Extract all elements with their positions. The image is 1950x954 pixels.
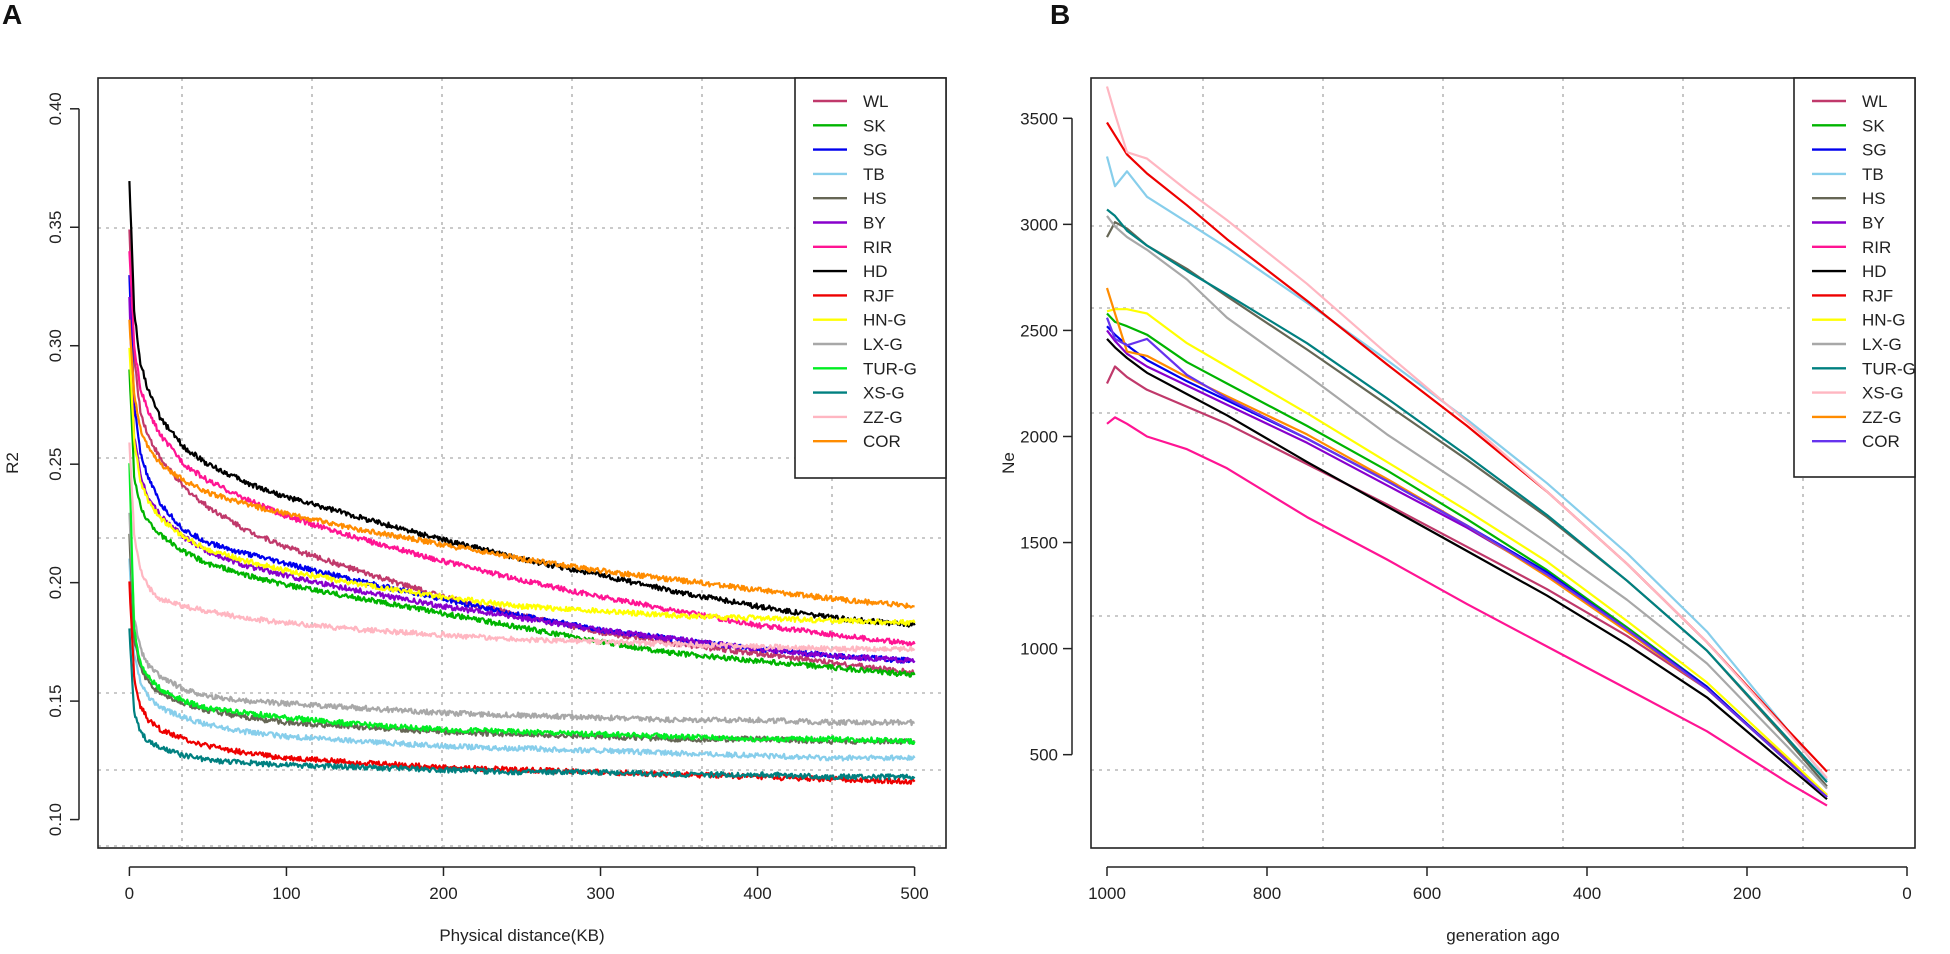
chart-a-legend-label-sk: SK: [863, 116, 886, 135]
chart-b-legend-label-hs: HS: [1862, 189, 1886, 208]
chart-b-series-tb: [1105, 156, 1828, 781]
chart-b-y-tick-label-2: 1500: [1020, 534, 1058, 553]
chart-b-legend-label-hn-g: HN-G: [1862, 311, 1905, 330]
chart-b-y-tick-label-0: 500: [1030, 746, 1058, 765]
chart-b-series-by: [1106, 329, 1828, 798]
chart-a-series-zz-g: [128, 442, 916, 653]
chart-a-legend-label-hd: HD: [863, 262, 888, 281]
chart-b-legend-box: [1793, 77, 1916, 478]
chart-a-series-cor: [128, 319, 915, 609]
chart-b-legend-label-lx-g: LX-G: [1862, 335, 1902, 354]
chart-b-legend-label-cor: COR: [1862, 432, 1900, 451]
chart-a-legend-label-hs: HS: [863, 189, 887, 208]
chart-a-y-axis-label: R2: [3, 452, 22, 474]
chart-b-series-cor: [1105, 317, 1828, 798]
chart-b-y-tick-label-3: 2000: [1020, 427, 1058, 446]
chart-a-y-tick-label-5: 0.35: [46, 211, 65, 244]
chart-b-x-axis-label: generation ago: [1446, 926, 1559, 945]
chart-a-legend-label-lx-g: LX-G: [863, 335, 903, 354]
chart-b-series-rir: [1106, 416, 1828, 807]
chart-a-series-hn-g: [128, 347, 916, 627]
chart-a-x-tick-label-500: 500: [900, 884, 928, 903]
chart-a-legend-label-by: BY: [863, 214, 886, 233]
chart-b-y-tick-label-6: 3500: [1020, 109, 1058, 128]
chart-b-series-wl: [1106, 365, 1828, 796]
chart-a-legend-label-hn-g: HN-G: [863, 311, 906, 330]
chart-b-x-tick-label-1000: 1000: [1088, 884, 1126, 903]
chart-b-x-tick-label-0: 0: [1902, 884, 1911, 903]
chart-a-legend-label-cor: COR: [863, 432, 901, 451]
chart-a-y-tick-label-2: 0.20: [46, 566, 65, 599]
chart-b-legend-label-tb: TB: [1862, 165, 1884, 184]
chart-a-series-xs-g: [128, 628, 916, 781]
chart-b-legend-label-xs-g: XS-G: [1862, 384, 1904, 403]
chart-a-legend-label-xs-g: XS-G: [863, 384, 905, 403]
chart-a-x-tick-label-200: 200: [429, 884, 457, 903]
chart-a-y-tick-label-4: 0.30: [46, 329, 65, 362]
chart-a: 0 100 200 300 400 500 Physical distance(KB) 0.1…: [3, 77, 947, 945]
chart-b-legend-label-sk: SK: [1862, 116, 1885, 135]
chart-a-x-tick-label-0: 0: [125, 884, 134, 903]
chart-a-x-tick-label-300: 300: [586, 884, 614, 903]
chart-b-legend-label-sg: SG: [1862, 141, 1887, 160]
chart-b-x-tick-label-800: 800: [1253, 884, 1281, 903]
chart-b-series-tur-g: [1106, 208, 1828, 783]
chart-a-x-tick-label-100: 100: [272, 884, 300, 903]
chart-a-legend-label-zz-g: ZZ-G: [863, 408, 903, 427]
chart-b-series-zz-g: [1105, 287, 1828, 798]
chart-a-y-tick-label-6: 0.40: [46, 92, 65, 125]
chart-b-x-tick-label-400: 400: [1573, 884, 1601, 903]
chart-a-legend-label-sg: SG: [863, 141, 888, 160]
chart-b-legend-label-rjf: RJF: [1862, 286, 1893, 305]
chart-b-x-tick-label-200: 200: [1733, 884, 1761, 903]
chart-a-series-tb: [128, 558, 916, 762]
chart-b-legend-label-tur-g: TUR-G: [1862, 359, 1916, 378]
chart-b-legend-label-zz-g: ZZ-G: [1862, 408, 1902, 427]
chart-a-legend-label-rir: RIR: [863, 238, 892, 257]
chart-a-series-sk: [128, 369, 916, 678]
chart-b-legend-label-by: BY: [1862, 214, 1885, 233]
chart-b-legend-label-wl: WL: [1862, 92, 1888, 111]
chart-b-legend-label-hd: HD: [1862, 262, 1887, 281]
chart-b-series-rjf: [1106, 121, 1828, 773]
chart-b-y-tick-label-1: 1000: [1020, 640, 1058, 659]
chart-a-legend-label-tb: TB: [863, 165, 885, 184]
chart-a-y-tick-label-0: 0.10: [46, 803, 65, 836]
chart-a-y-tick-label-3: 0.25: [46, 448, 65, 481]
chart-b-series-hd: [1106, 338, 1828, 801]
chart-a-series-by: [128, 296, 916, 664]
panel-letter-a: A: [2, 0, 22, 30]
chart-a-x-axis-label: Physical distance(KB): [439, 926, 604, 945]
chart-a-legend-box: [794, 77, 947, 479]
chart-a-series-lx-g: [128, 512, 915, 727]
chart-b-y-tick-label-5: 3000: [1020, 215, 1058, 234]
chart-a-y-tick-label-1: 0.15: [46, 685, 65, 718]
chart-a-legend-label-tur-g: TUR-G: [863, 359, 917, 378]
chart-b-series-xs-g: [1105, 86, 1828, 779]
chart-b-y-tick-label-4: 2500: [1020, 321, 1058, 340]
chart-a-series-tur-g: [128, 463, 916, 746]
chart-b-legend-label-rir: RIR: [1862, 238, 1891, 257]
chart-b-series-hn-g: [1106, 308, 1828, 796]
chart-b-series-lx-g: [1106, 215, 1828, 790]
chart-a-legend-label-wl: WL: [863, 92, 889, 111]
chart-b-x-tick-label-600: 600: [1413, 884, 1441, 903]
chart-a-x-tick-label-400: 400: [743, 884, 771, 903]
chart-b-series-sk: [1106, 312, 1828, 798]
chart-b-series-sg: [1106, 325, 1828, 798]
chart-a-legend-label-rjf: RJF: [863, 286, 894, 305]
chart-b-y-axis-label: Ne: [999, 452, 1018, 474]
chart-a-series-hs: [128, 533, 915, 746]
panel-letter-b: B: [1050, 0, 1070, 30]
